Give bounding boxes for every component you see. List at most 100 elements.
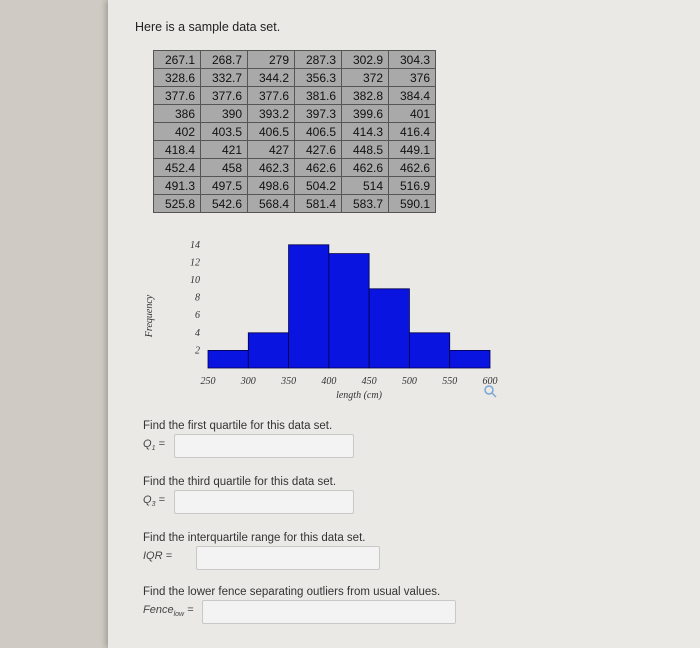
table-cell: 382.8 [341, 86, 389, 105]
question-prompt: Find the third quartile for this data se… [143, 476, 337, 488]
question-prompt: Find the lower fence separating outliers… [143, 586, 441, 598]
table-cell: 568.4 [247, 194, 295, 213]
table-row: 402 403.5 406.5 406.5 414.3 416.4 [153, 122, 436, 141]
answer-label: Q3 = [143, 494, 165, 508]
table-cell: 448.5 [341, 140, 389, 159]
table-cell: 399.6 [341, 104, 389, 123]
y-tick-label: 4 [195, 328, 200, 339]
table-row: 386 390 393.2 397.3 399.6 401 [153, 104, 436, 123]
answer-symbol: Fence [143, 604, 174, 616]
table-row: 267.1 268.7 279 287.3 302.9 304.3 [153, 50, 436, 69]
table-cell: 449.1 [388, 140, 436, 159]
x-tick-label: 550 [442, 376, 457, 387]
table-cell: 267.1 [153, 50, 201, 69]
table-cell: 377.6 [200, 86, 248, 105]
table-cell: 377.6 [247, 86, 295, 105]
question-prompt: Find the interquartile range for this da… [143, 532, 366, 544]
answer-label: Q1 = [143, 438, 165, 452]
histogram-bar [368, 288, 410, 369]
answer-input[interactable] [196, 546, 380, 570]
table-cell: 372 [341, 68, 389, 87]
table-cell: 418.4 [153, 140, 201, 159]
table-cell: 498.6 [247, 176, 295, 195]
answer-subscript: 3 [151, 501, 156, 509]
answer-symbol: Q [143, 438, 152, 450]
answer-input[interactable] [174, 490, 354, 514]
answer-equals: = [155, 494, 165, 506]
table-cell: 583.7 [341, 194, 389, 213]
table-cell: 514 [341, 176, 389, 195]
table-cell: 328.6 [153, 68, 201, 87]
table-row: 328.6 332.7 344.2 356.3 372 376 [153, 68, 436, 87]
x-tick-label: 250 [201, 376, 216, 387]
table-cell: 462.6 [294, 158, 342, 177]
table-cell: 525.8 [153, 194, 201, 213]
table-cell: 516.9 [388, 176, 436, 195]
table-cell: 406.5 [294, 122, 342, 141]
answer-symbol: Q [143, 494, 152, 506]
table-cell: 393.2 [247, 104, 295, 123]
table-cell: 376 [388, 68, 436, 87]
answer-label: Fencelow = [143, 604, 194, 618]
x-tick-label: 500 [402, 376, 417, 387]
question-prompt: Find the first quartile for this data se… [143, 420, 333, 432]
table-cell: 287.3 [294, 50, 342, 69]
histogram: 2 4 6 8 10 12 14 250 300 350 400 450 500 550 600 Frequ… [144, 240, 498, 401]
x-tick-label: 350 [280, 376, 296, 387]
table-cell: 402 [153, 122, 201, 141]
y-tick-label: 14 [190, 240, 200, 251]
table-cell: 414.3 [341, 122, 389, 141]
histogram-bar [207, 350, 249, 369]
answer-subscript: low [173, 611, 185, 619]
table-cell: 344.2 [247, 68, 295, 87]
table-cell: 581.4 [294, 194, 342, 213]
table-cell: 302.9 [341, 50, 389, 69]
table-cell: 497.5 [200, 176, 248, 195]
table-cell: 427 [247, 140, 295, 159]
x-tick-label: 300 [240, 376, 256, 387]
table-cell: 452.4 [153, 158, 201, 177]
x-tick-label: 400 [321, 376, 336, 387]
table-cell: 377.6 [153, 86, 201, 105]
y-tick-label: 12 [190, 257, 200, 268]
y-axis-label: Frequency [144, 294, 155, 338]
data-table: 267.1 268.7 279 287.3 302.9 304.3 328.6 332.7 34… [153, 50, 436, 213]
histogram-bar [409, 332, 451, 369]
table-row: 491.3 497.5 498.6 504.2 514 516.9 [153, 176, 436, 195]
table-cell: 406.5 [247, 122, 295, 141]
y-tick-label: 6 [195, 310, 200, 321]
table-cell: 390 [200, 104, 248, 123]
histogram-bar [328, 253, 370, 369]
answer-symbol: IQR [143, 550, 163, 562]
table-cell: 268.7 [200, 50, 248, 69]
table-cell: 458 [200, 158, 248, 177]
table-cell: 542.6 [200, 194, 248, 213]
table-cell: 416.4 [388, 122, 436, 141]
answer-equals: = [162, 550, 173, 562]
table-cell: 397.3 [294, 104, 342, 123]
table-cell: 332.7 [200, 68, 248, 87]
table-row: 418.4 421 427 427.6 448.5 449.1 [153, 140, 436, 159]
magnifier-icon[interactable] [484, 385, 497, 398]
intro-text: Here is a sample data set. [135, 20, 281, 34]
histogram-bar [288, 244, 330, 369]
answer-label: IQR = [143, 550, 172, 564]
answer-input[interactable] [174, 434, 354, 458]
table-row: 452.4 458 462.3 462.6 462.6 462.6 [153, 158, 436, 177]
table-cell: 462.3 [247, 158, 295, 177]
table-cell: 384.4 [388, 86, 436, 105]
answer-equals: = [155, 438, 165, 450]
table-cell: 401 [388, 104, 436, 123]
table-row: 377.6 377.6 377.6 381.6 382.8 384.4 [153, 86, 436, 105]
x-tick-label: 450 [362, 376, 377, 387]
table-cell: 421 [200, 140, 248, 159]
answer-input[interactable] [202, 600, 456, 624]
table-cell: 386 [153, 104, 201, 123]
question-page: Here is a sample data set. 267.1 268.7 279… [108, 0, 700, 648]
table-row: 525.8 542.6 568.4 581.4 583.7 590.1 [153, 194, 436, 213]
table-cell: 590.1 [388, 194, 436, 213]
table-cell: 462.6 [341, 158, 389, 177]
table-cell: 504.2 [294, 176, 342, 195]
table-cell: 462.6 [388, 158, 436, 177]
y-tick-label: 2 [195, 345, 200, 356]
